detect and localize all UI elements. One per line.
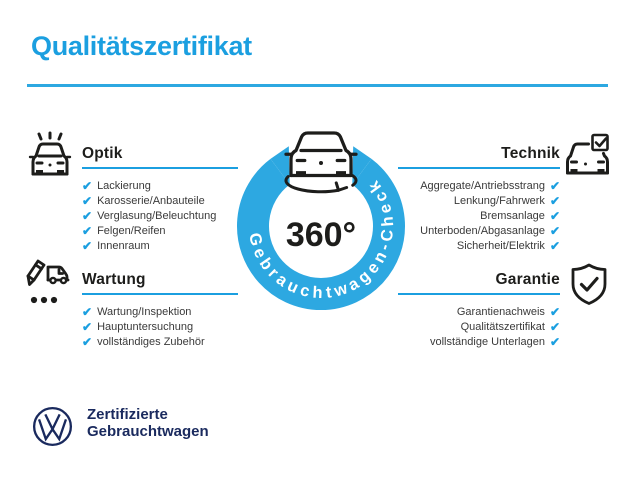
ring-tip-right <box>352 146 372 185</box>
technik-checklist: ✔ Aggregate/Antriebsstrang ✔ Lenkung/Fah… <box>398 178 560 253</box>
check-icon: ✔ <box>82 319 93 334</box>
checklist-item-label: Wartung/Inspektion <box>97 305 192 318</box>
checklist-item-label: Qualitätszertifikat <box>460 320 545 333</box>
checklist-item-label: Innenraum <box>97 239 150 252</box>
car-rotation-icon <box>284 131 358 194</box>
checklist-item: ✔ Karosserie/Anbauteile <box>82 193 238 208</box>
check-icon: ✔ <box>82 238 93 253</box>
wartung-checklist: ✔ Wartung/Inspektion ✔ Hauptuntersuchung… <box>82 304 238 349</box>
check-icon: ✔ <box>549 304 560 319</box>
page-title: Qualitätszertifikat <box>31 31 252 61</box>
check-icon: ✔ <box>82 334 93 349</box>
checklist-item: ✔ vollständiges Zubehör <box>82 334 238 349</box>
section-wartung-heading: Wartung <box>82 270 238 295</box>
check-icon: ✔ <box>549 193 560 208</box>
checklist-item: ✔ Unterboden/Abgasanlage <box>398 223 560 238</box>
checklist-item-label: Hauptuntersuchung <box>97 320 194 333</box>
checklist-item-label: Lackierung <box>97 179 151 192</box>
ring-tip-left <box>270 146 290 185</box>
checklist-item-label: Garantienachweis <box>456 305 545 318</box>
checklist-item-label: Felgen/Reifen <box>97 224 166 237</box>
checklist-item: ✔ Aggregate/Antriebsstrang <box>398 178 560 193</box>
section-wartung: Wartung ✔ Wartung/Inspektion ✔ Hauptunte… <box>82 270 238 349</box>
car-checkbox-icon <box>566 133 609 175</box>
checklist-item: ✔ Bremsanlage <box>398 208 560 223</box>
degree-label: 360° <box>286 216 356 254</box>
check-icon: ✔ <box>549 223 560 238</box>
checklist-item: ✔ Wartung/Inspektion <box>82 304 238 319</box>
check-icon: ✔ <box>549 238 560 253</box>
ring <box>237 158 405 311</box>
check-icon: ✔ <box>82 223 93 238</box>
vw-logo <box>32 406 73 447</box>
check-icon: ✔ <box>82 208 93 223</box>
checklist-item: ✔ Verglasung/Beleuchtung <box>82 208 238 223</box>
check-icon: ✔ <box>549 178 560 193</box>
service-checklist-icon <box>26 259 70 304</box>
check-icon: ✔ <box>82 193 93 208</box>
checklist-item-label: Lenkung/Fahrwerk <box>453 194 545 207</box>
footer-line2: Gebrauchtwagen <box>87 422 209 440</box>
checklist-item: ✔ Innenraum <box>82 238 238 253</box>
optik-checklist: ✔ Lackierung ✔ Karosserie/Anbauteile ✔ V… <box>82 178 238 253</box>
section-garantie: Garantie ✔ Garantienachweis ✔ Qualitätsz… <box>398 270 560 349</box>
car-shine-icon <box>28 131 72 176</box>
checklist-item-label: vollständiges Zubehör <box>97 335 205 348</box>
title-divider <box>27 84 608 87</box>
section-technik-heading: Technik <box>398 144 560 169</box>
checklist-item-label: Verglasung/Beleuchtung <box>97 209 217 222</box>
check-icon: ✔ <box>549 319 560 334</box>
checklist-item-label: Aggregate/Antriebsstrang <box>420 179 545 192</box>
section-garantie-heading: Garantie <box>398 270 560 295</box>
shield-check-icon <box>571 263 607 305</box>
checklist-item: ✔ vollständige Unterlagen <box>398 334 560 349</box>
check-icon: ✔ <box>549 208 560 223</box>
check-icon: ✔ <box>82 178 93 193</box>
check-icon: ✔ <box>549 334 560 349</box>
section-optik-heading: Optik <box>82 144 238 169</box>
checklist-item: ✔ Felgen/Reifen <box>82 223 238 238</box>
checklist-item-label: Sicherheit/Elektrik <box>456 239 545 252</box>
checklist-item-label: Unterboden/Abgasanlage <box>420 224 545 237</box>
checklist-item: ✔ Lenkung/Fahrwerk <box>398 193 560 208</box>
section-technik: Technik ✔ Aggregate/Antriebsstrang ✔ Len… <box>398 144 560 253</box>
footer-line1: Zertifizierte <box>87 406 168 423</box>
checklist-item: ✔ Sicherheit/Elektrik <box>398 238 560 253</box>
footer-brand-text: Zertifizierte Gebrauchtwagen <box>87 406 209 440</box>
check-icon: ✔ <box>82 304 93 319</box>
checklist-item: ✔ Hauptuntersuchung <box>82 319 238 334</box>
checklist-item: ✔ Qualitätszertifikat <box>398 319 560 334</box>
section-optik: Optik ✔ Lackierung ✔ Karosserie/Anbautei… <box>82 144 238 253</box>
checklist-item-label: Bremsanlage <box>480 209 545 222</box>
checklist-item: ✔ Garantienachweis <box>398 304 560 319</box>
garantie-checklist: ✔ Garantienachweis ✔ Qualitätszertifikat… <box>398 304 560 349</box>
checklist-item-label: vollständige Unterlagen <box>429 335 545 348</box>
checklist-item-label: Karosserie/Anbauteile <box>97 194 205 207</box>
checklist-item: ✔ Lackierung <box>82 178 238 193</box>
